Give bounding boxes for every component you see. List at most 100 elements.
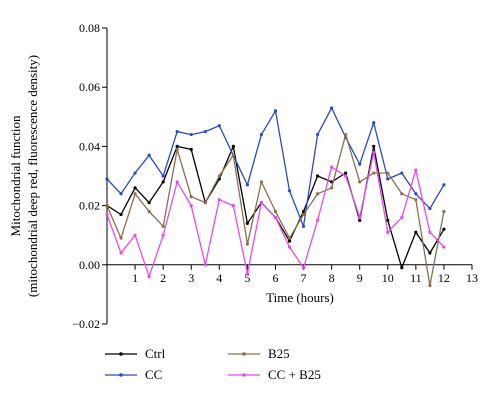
x-tick-label: 7 [301, 271, 307, 285]
data-point [175, 144, 179, 148]
data-point [344, 132, 348, 137]
data-point [386, 177, 390, 181]
data-point [315, 174, 320, 178]
legend-item: Ctrl [105, 346, 166, 361]
y-tick-label: 0.04 [79, 139, 100, 153]
data-point [245, 242, 249, 246]
legend-label: CC [145, 367, 162, 382]
data-point [344, 174, 348, 178]
data-point [372, 171, 376, 175]
data-point [259, 180, 264, 184]
data-point [428, 206, 432, 211]
data-point [105, 177, 109, 181]
data-point [386, 230, 390, 234]
data-point [358, 180, 362, 184]
data-point [372, 121, 376, 125]
data-point [315, 218, 320, 222]
x-tick-label: 10 [382, 271, 394, 285]
series-2 [105, 106, 446, 228]
data-point [245, 221, 249, 225]
data-point [105, 212, 109, 217]
data-point [119, 236, 123, 240]
data-point [400, 192, 404, 196]
data-point [330, 165, 334, 169]
data-point [428, 283, 432, 288]
data-point [414, 168, 418, 172]
legend-item: CC [105, 367, 162, 382]
data-point [287, 236, 292, 240]
data-point [175, 130, 179, 134]
data-point [161, 180, 165, 184]
y-tick-label: 0.06 [79, 80, 100, 94]
data-point [231, 204, 235, 208]
data-point [105, 204, 109, 208]
data-point [133, 171, 137, 175]
data-point [287, 245, 292, 249]
data-point [386, 171, 390, 175]
data-point [203, 130, 207, 134]
data-point [259, 132, 264, 137]
data-point [273, 215, 278, 220]
legend-label: Ctrl [145, 346, 166, 361]
y-tick-label: 0.00 [79, 258, 100, 272]
data-point [273, 109, 278, 113]
y-tick-label: −0.02 [72, 317, 100, 331]
data-point [301, 266, 306, 270]
data-point [189, 195, 193, 199]
data-point [147, 153, 151, 157]
data-point [161, 233, 165, 237]
data-point [217, 174, 221, 178]
data-point [133, 186, 137, 190]
data-point [119, 192, 123, 196]
y-axis-label-line1: Mitochondrial function [8, 115, 23, 236]
data-point [442, 245, 446, 249]
data-point [372, 144, 376, 148]
data-point [147, 201, 151, 205]
data-point [442, 183, 446, 187]
data-point [386, 218, 390, 222]
data-point [287, 239, 292, 243]
x-tick-label: 8 [329, 271, 335, 285]
y-axis-label-line2: (mitochondrial deep red, fluorescence de… [25, 55, 40, 297]
data-point [175, 147, 179, 151]
x-tick-label: 12 [438, 271, 450, 285]
data-point [133, 233, 137, 237]
series-1 [105, 144, 446, 270]
data-point [301, 224, 306, 228]
x-axis-label: Time (hours) [266, 290, 334, 305]
x-tick-label: 9 [357, 271, 363, 285]
x-tick-label: 3 [188, 271, 194, 285]
data-point [358, 218, 362, 222]
data-point [273, 209, 278, 214]
axes: −0.020.000.020.040.060.081 2 3 4 5 6 7 8 9 10 11 12… [72, 21, 478, 331]
data-point [400, 215, 404, 220]
x-tick-label: 1 [132, 271, 138, 285]
series-line [106, 151, 445, 278]
data-point [330, 106, 334, 110]
x-tick-label: 2 [160, 271, 166, 285]
data-point [414, 192, 418, 196]
data-point [330, 186, 334, 190]
legend-label: B25 [268, 346, 290, 361]
series-layer [105, 106, 446, 288]
data-point [133, 192, 137, 196]
data-point [358, 162, 362, 166]
data-point [315, 132, 320, 137]
data-point [189, 132, 193, 137]
data-point [203, 263, 207, 267]
data-point [161, 174, 165, 178]
y-tick-label: 0.02 [79, 199, 100, 213]
data-point [231, 144, 235, 148]
data-point [147, 209, 151, 214]
data-point [175, 180, 179, 184]
data-point [344, 171, 348, 175]
data-point [217, 124, 221, 128]
series-3 [105, 132, 446, 288]
data-point [189, 147, 193, 151]
y-axis-title: Mitochondrial function (mitochondrial de… [8, 55, 40, 297]
data-point [119, 251, 123, 255]
data-point [189, 204, 193, 208]
legend-swatch-marker [119, 352, 123, 356]
x-tick-label: 13 [466, 271, 478, 285]
